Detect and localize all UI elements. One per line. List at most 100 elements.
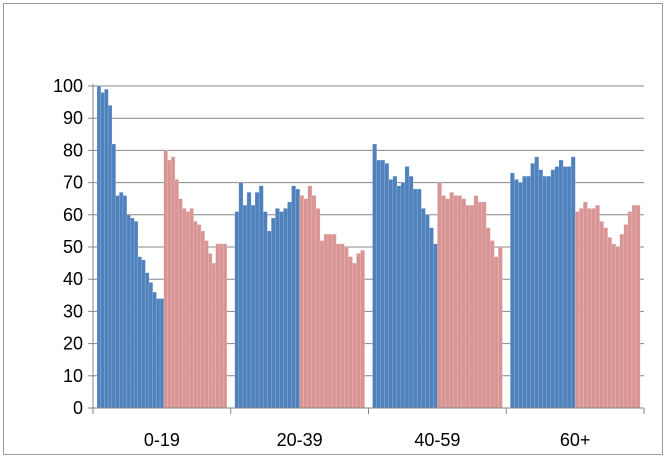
bar-60+-series-1 [526, 175, 531, 409]
bar-0-19-series-1 [152, 291, 157, 409]
bar-40-59-series-2 [469, 204, 475, 409]
bar-20-39-series-1 [295, 188, 301, 409]
bar-0-19-series-2 [196, 224, 202, 409]
bar-40-59-series-1 [420, 208, 426, 409]
bar-60+-series-2 [574, 211, 580, 409]
bar-20-39-series-2 [327, 233, 333, 409]
bar-40-59-series-1 [412, 188, 418, 409]
bar-60+-series-1 [562, 166, 568, 409]
bar-60+-series-1 [534, 156, 540, 409]
bar-60+-series-1 [546, 175, 552, 409]
bar-0-19-series-2 [207, 253, 213, 409]
bar-60+-series-1 [522, 175, 527, 409]
bar-20-39-series-1 [266, 230, 272, 409]
bar-40-59-series-1 [416, 188, 422, 409]
bar-20-39-series-1 [262, 211, 268, 409]
bar-40-59-series-1 [372, 143, 377, 409]
bar-0-19-series-2 [219, 243, 224, 409]
x-tick-label: 40-59 [414, 430, 460, 450]
y-tick-label: 60 [63, 205, 83, 225]
bar-40-59-series-2 [465, 204, 471, 409]
bar-20-39-series-1 [270, 217, 276, 409]
bar-20-39-series-2 [303, 198, 309, 409]
bar-20-39-series-1 [254, 192, 260, 409]
bar-60+-series-1 [514, 179, 519, 409]
bar-40-59-series-2 [457, 195, 463, 409]
bar-40-59-series-1 [384, 163, 390, 409]
y-tick-label: 100 [53, 76, 83, 96]
bar-0-19-series-2 [200, 230, 205, 409]
bar-0-19-series-2 [163, 150, 168, 409]
bar-0-19-series-2 [215, 243, 220, 409]
bar-60+-series-2 [578, 208, 584, 409]
bar-40-59-series-1 [424, 214, 430, 409]
bar-60+-series-1 [538, 169, 544, 409]
y-tick-label: 0 [73, 398, 83, 418]
bar-0-19-series-1 [130, 217, 135, 409]
bar-20-39-series-2 [352, 262, 357, 409]
bar-60+-series-2 [635, 204, 641, 409]
bar-40-59-series-1 [392, 175, 398, 409]
bar-20-39-series-1 [279, 211, 284, 409]
bar-40-59-series-1 [380, 159, 386, 409]
bar-0-19-series-2 [185, 211, 191, 409]
bar-40-59-series-2 [449, 192, 455, 409]
y-tick-label: 70 [63, 173, 83, 193]
bar-20-39-series-2 [319, 240, 325, 409]
bar-0-19-series-1 [100, 92, 105, 409]
bar-40-59-series-1 [396, 185, 402, 409]
bar-40-59-series-2 [489, 240, 495, 409]
bar-20-39-series-1 [283, 208, 288, 409]
bar-40-59-series-1 [433, 243, 438, 409]
bar-60+-series-1 [542, 175, 548, 409]
bar-60+-series-2 [603, 227, 609, 409]
bar-0-19-series-2 [204, 240, 209, 409]
bar-60+-series-1 [566, 166, 572, 409]
bar-40-59-series-2 [493, 256, 499, 409]
bar-20-39-series-2 [299, 195, 305, 409]
bar-0-19-series-1 [118, 192, 124, 409]
bar-40-59-series-2 [477, 201, 483, 409]
bar-60+-series-2 [615, 246, 621, 409]
bar-chart: 0 10 20 30 40 50 60 70 80 90 100 0-19 20-39 40-59 60+ [53, 76, 645, 450]
bar-0-19-series-1 [107, 105, 113, 409]
bar-40-59-series-1 [388, 179, 394, 409]
bar-40-59-series-2 [453, 195, 459, 409]
bar-20-39-series-1 [234, 211, 240, 409]
x-tick-label: 20-39 [277, 430, 323, 450]
bar-20-39-series-1 [291, 185, 297, 409]
bar-0-19-series-2 [222, 243, 228, 409]
bar-0-19-series-2 [170, 156, 176, 409]
y-tick-label: 40 [63, 269, 83, 289]
bar-60+-series-1 [558, 159, 564, 409]
bar-40-59-series-2 [485, 227, 491, 409]
bar-20-39-series-1 [250, 204, 256, 409]
bar-60+-series-2 [627, 211, 633, 409]
bar-60+-series-2 [631, 204, 637, 409]
bar-0-19-series-2 [178, 198, 183, 409]
bar-0-19-series-2 [182, 208, 187, 409]
bar-40-59-series-1 [400, 182, 406, 409]
bar-0-19-series-1 [96, 85, 102, 409]
bar-40-59-series-2 [473, 195, 479, 409]
bar-20-39-series-2 [343, 246, 349, 409]
bar-60+-series-2 [611, 243, 617, 409]
bar-0-19-series-2 [167, 159, 172, 409]
bar-20-39-series-1 [258, 185, 264, 409]
x-tick-label: 0-19 [144, 430, 180, 450]
bar-20-39-series-2 [335, 243, 341, 409]
bar-0-19-series-1 [156, 298, 161, 409]
bar-60+-series-2 [599, 220, 604, 409]
bar-20-39-series-1 [287, 201, 292, 409]
y-tick-label: 30 [63, 301, 83, 321]
bar-0-19-series-1 [137, 256, 142, 409]
bar-20-39-series-1 [275, 208, 280, 409]
bar-0-19-series-1 [159, 298, 165, 409]
bar-20-39-series-2 [360, 249, 365, 409]
bar-40-59-series-1 [404, 166, 410, 409]
bar-0-19-series-1 [141, 259, 146, 409]
axes [88, 84, 645, 414]
bar-0-19-series-2 [211, 262, 217, 409]
chart-frame: 0 10 20 30 40 50 60 70 80 90 100 0-19 20-39 40-59 60+ [3, 3, 663, 455]
bar-20-39-series-2 [323, 233, 329, 409]
